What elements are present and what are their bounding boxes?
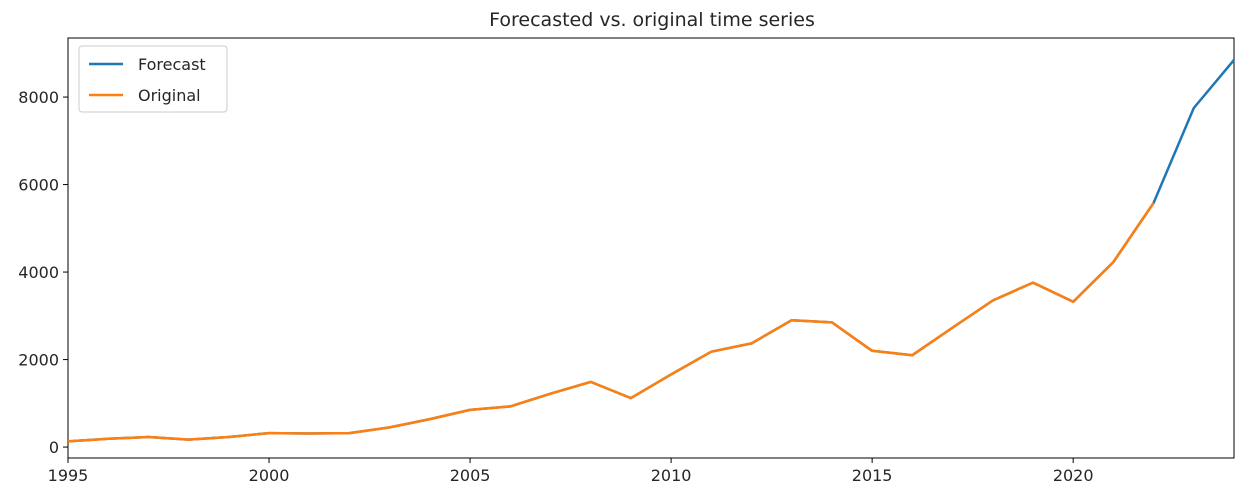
- x-tick-label: 2000: [249, 466, 290, 485]
- x-tick-label: 2010: [651, 466, 692, 485]
- y-axis: 0 2000 4000 6000 8000: [18, 88, 68, 457]
- y-tick-label: 2000: [18, 351, 59, 370]
- series-lines: [67, 59, 1235, 443]
- x-tick-label: 1995: [48, 466, 89, 485]
- legend-original-label: Original: [138, 86, 201, 105]
- plot-area: [67, 37, 1235, 459]
- legend-forecast-label: Forecast: [138, 55, 206, 74]
- x-tick-label: 2005: [450, 466, 491, 485]
- x-tick-label: 2015: [852, 466, 893, 485]
- x-tick-label: 2020: [1053, 466, 1094, 485]
- y-tick-label: 4000: [18, 263, 59, 282]
- x-axis: 1995 2000 2005 2010 2015 2020: [48, 458, 1094, 485]
- legend: Forecast Original: [78, 45, 228, 113]
- y-tick-label: 8000: [18, 88, 59, 107]
- y-tick-label: 0: [49, 438, 59, 457]
- forecast-series-line: [67, 59, 1235, 443]
- y-tick-label: 6000: [18, 176, 59, 195]
- chart-title: Forecasted vs. original time series: [489, 9, 815, 31]
- original-series-line: [67, 202, 1155, 443]
